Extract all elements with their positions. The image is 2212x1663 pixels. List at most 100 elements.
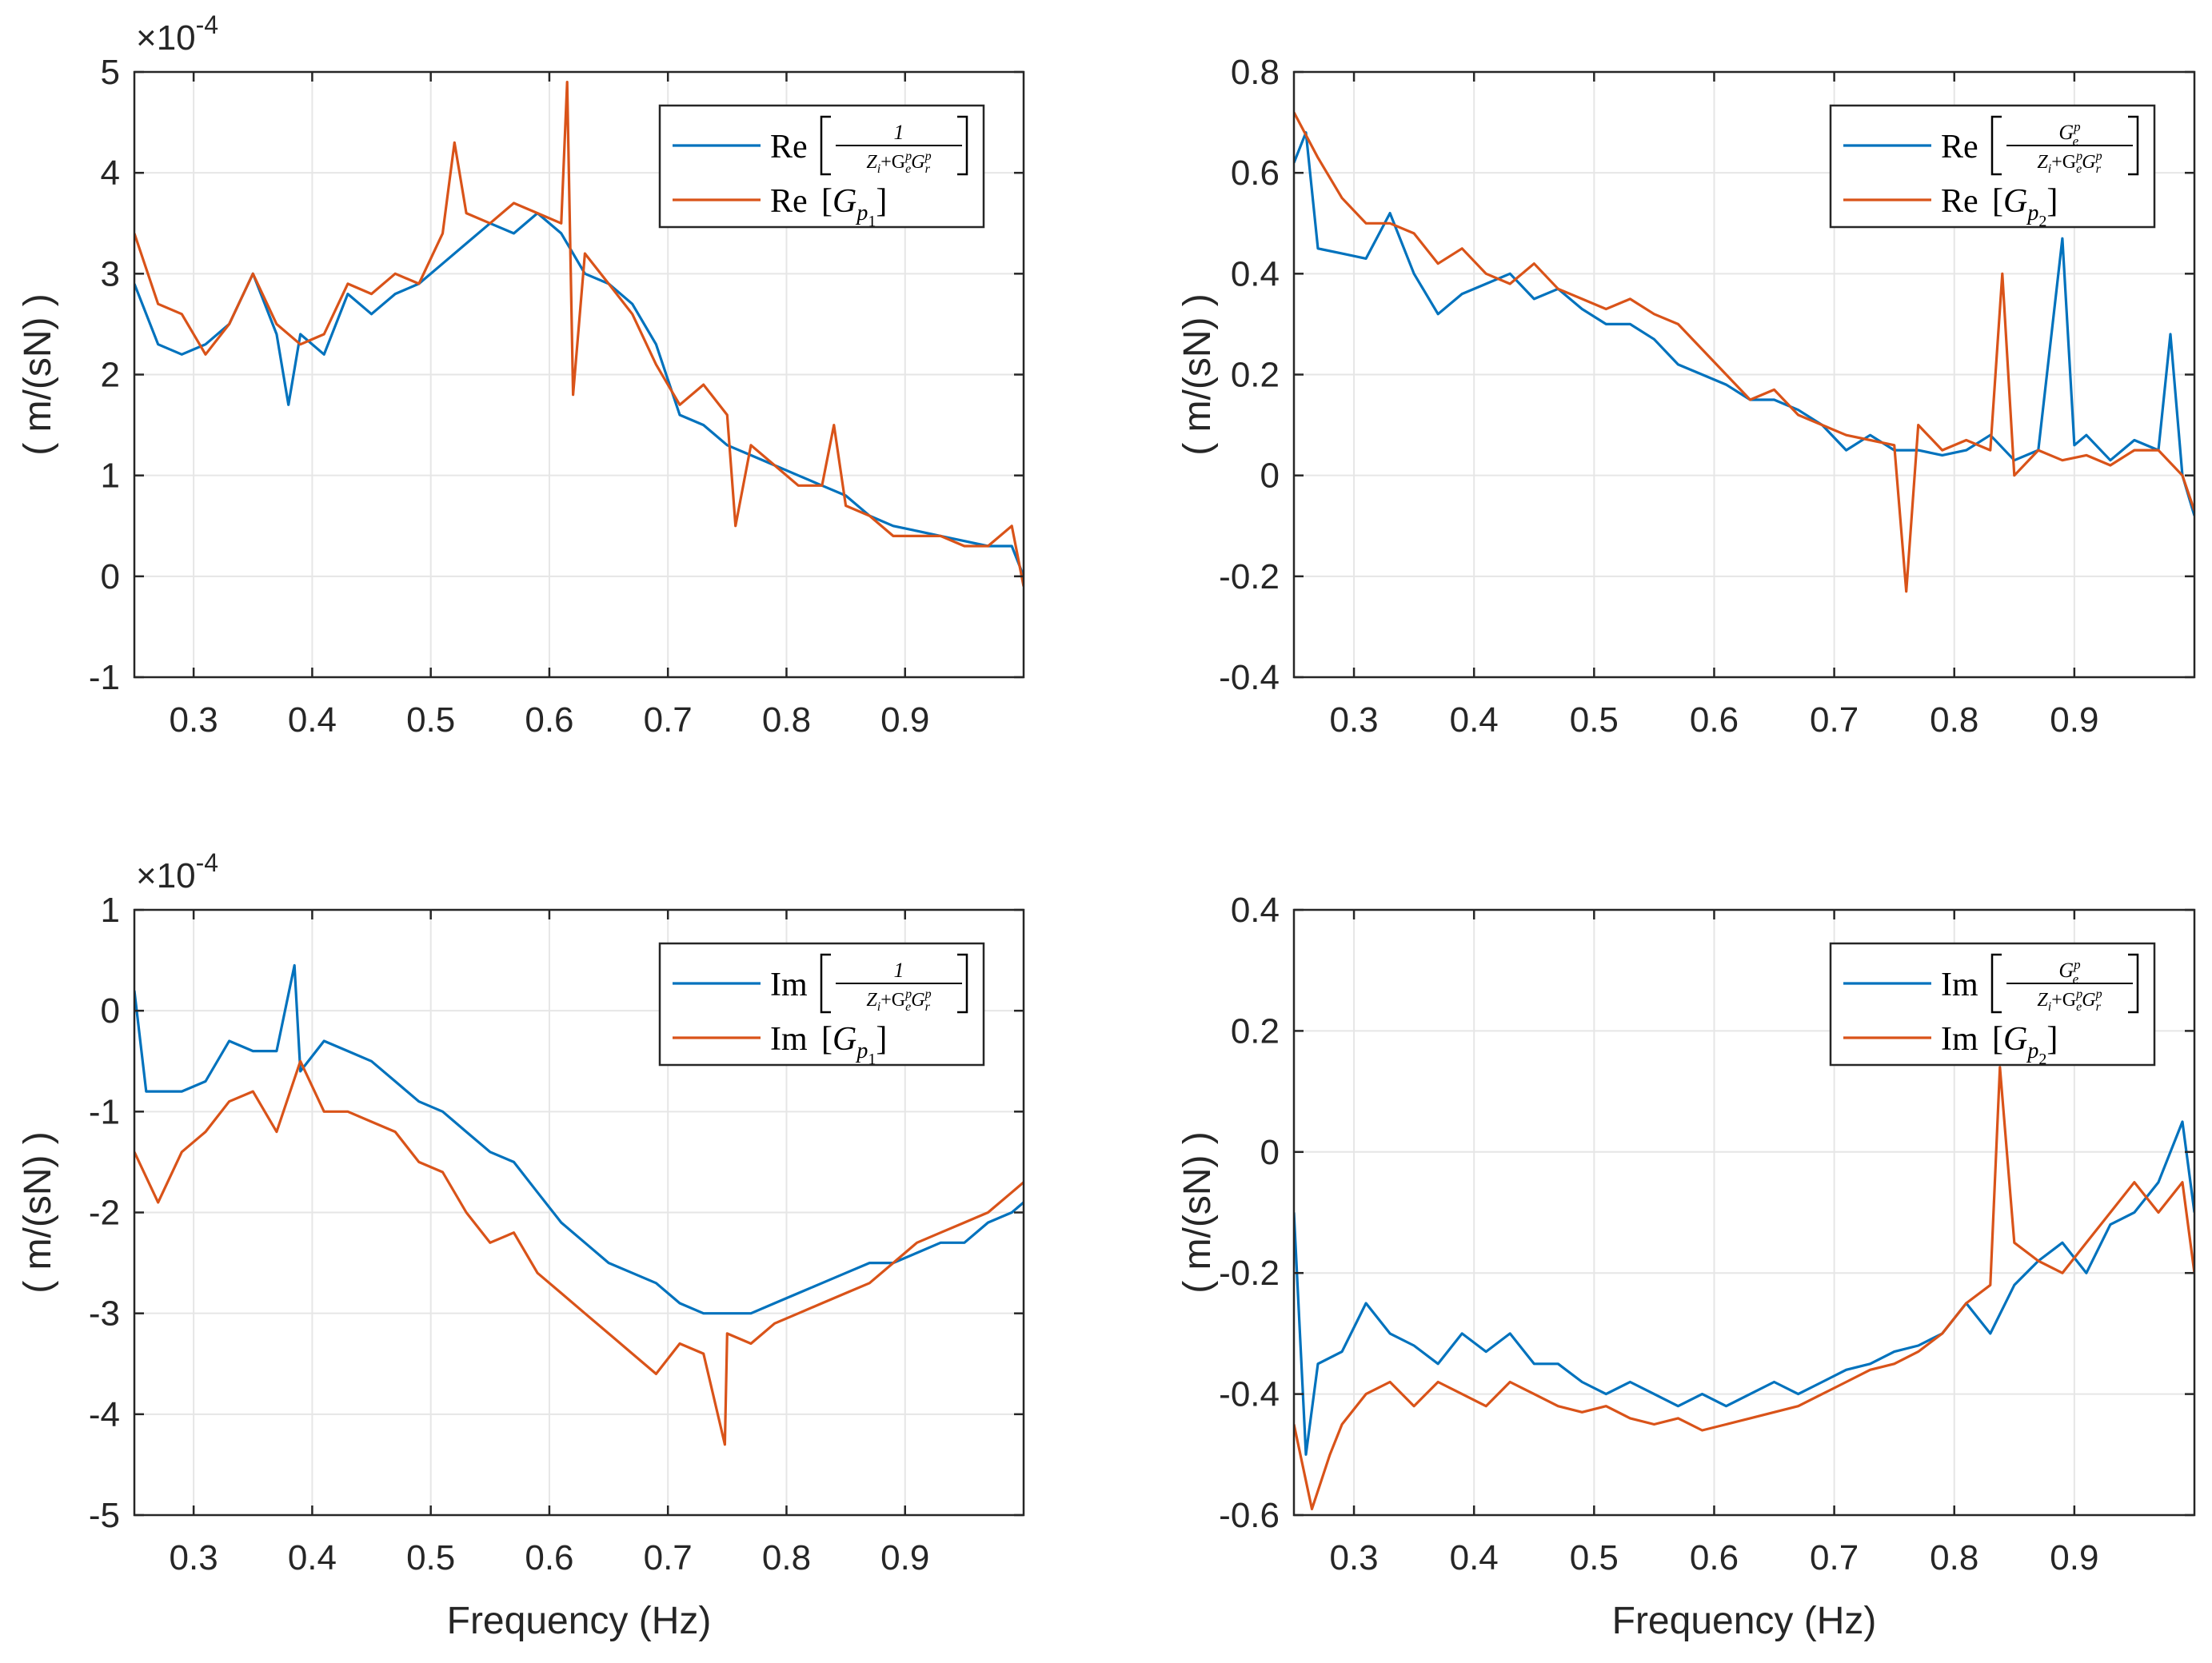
legend-entry: Re [Gp2] xyxy=(1941,183,2058,230)
legend-entry: Im [Gp2] xyxy=(1941,1021,2058,1068)
x-tick-label: 0.3 xyxy=(170,1538,218,1577)
series-line-blue xyxy=(134,963,1024,1315)
legend-numerator: 1 xyxy=(894,121,904,144)
chart-im1: 0.3 0.4 0.5 0.6 0.7 0.8 0.9 -5 -4 -3 -2 -1 0 1 ( m/(sN… xyxy=(17,848,1025,1642)
legend-prefix: Im xyxy=(1941,1021,1978,1058)
legend-bracket-left xyxy=(1990,953,2002,1014)
y-tick-label: 0.6 xyxy=(1231,154,1280,193)
legend-entry: Re [Gp1] xyxy=(770,183,887,230)
series-line-blue xyxy=(134,212,1024,577)
legend-prefix: Re xyxy=(770,129,808,166)
y-tick-label: 0.2 xyxy=(1231,1011,1280,1051)
x-tick-label: 0.9 xyxy=(880,1538,929,1577)
legend-sub: e xyxy=(2073,134,2079,149)
x-tick-label: 0.8 xyxy=(1930,700,1978,740)
x-tick-label: 0.7 xyxy=(1810,1538,1859,1577)
x-tick-label: 0.6 xyxy=(525,700,573,740)
legend-denominator: Zi+Gp eGp r xyxy=(2037,987,2102,1014)
y-tick-label: -2 xyxy=(89,1194,120,1233)
y-tick-label: 0.8 xyxy=(1231,53,1280,92)
legend-sub: e xyxy=(2073,971,2079,987)
legend: Re 1 Zi+Gp eGp r Re [Gp1] xyxy=(658,104,985,230)
legend-prefix: Re xyxy=(1941,129,1978,166)
legend-bracket-left xyxy=(820,953,831,1014)
y-axis-label: ( m/(sN) ) xyxy=(1176,293,1219,456)
axis-exponent: ×10-4 xyxy=(136,10,218,58)
legend-denominator: Zi+Gp eGp r xyxy=(866,987,931,1014)
x-tick-label: 0.6 xyxy=(1690,1538,1739,1577)
legend-bracket-left xyxy=(1990,115,2002,176)
x-tick-label: 0.4 xyxy=(288,700,337,740)
series-line-orange xyxy=(134,1059,1024,1446)
exponent-power: -4 xyxy=(196,848,218,877)
series-line-blue xyxy=(1294,131,2194,516)
legend-denominator: Zi+Gp eGp r xyxy=(866,150,931,176)
y-tick-label: -5 xyxy=(89,1496,120,1535)
series-line-orange xyxy=(1294,111,2194,593)
y-axis-label: ( m/(sN) ) xyxy=(1176,1131,1219,1294)
legend-denominator: Zi+Gp eGp r xyxy=(2037,150,2102,176)
y-tick-label: 0.4 xyxy=(1231,891,1280,930)
legend-bracket-left xyxy=(820,115,831,176)
legend-prefix: Im xyxy=(1941,967,1978,1003)
x-tick-label: 0.7 xyxy=(644,1538,693,1577)
y-tick-label: 5 xyxy=(101,53,120,92)
legend: Re Gp eZi+Gp eGp r Re [Gp2] xyxy=(1829,104,2156,230)
y-tick-label: 4 xyxy=(101,154,120,193)
legend-sup: p xyxy=(2073,119,2081,134)
legend-numerator: 1 xyxy=(894,959,904,982)
x-tick-label: 0.7 xyxy=(1810,700,1859,740)
y-tick-label: -0.4 xyxy=(1219,658,1280,697)
x-tick-label: 0.9 xyxy=(2050,1538,2098,1577)
y-tick-label: 1 xyxy=(101,891,120,930)
exponent-base: ×10 xyxy=(136,18,196,58)
x-tick-label: 0.8 xyxy=(762,1538,811,1577)
x-tick-label: 0.3 xyxy=(170,700,218,740)
y-tick-label: -0.2 xyxy=(1219,557,1280,596)
exponent-base: ×10 xyxy=(136,856,196,895)
y-tick-label: -0.4 xyxy=(1219,1375,1280,1414)
legend-prefix: Re xyxy=(770,183,808,220)
legend-prefix: Im xyxy=(770,967,808,1003)
y-tick-label: -4 xyxy=(89,1395,120,1434)
y-tick-label: -0.6 xyxy=(1219,1496,1280,1535)
x-tick-label: 0.9 xyxy=(2050,700,2098,740)
legend-entry: Re Gp eZi+Gp eGp r xyxy=(1941,115,2139,176)
legend-body: [Gp2] xyxy=(1992,1021,2058,1068)
legend-numerator: Gp e xyxy=(2058,957,2080,987)
x-tick-label: 0.8 xyxy=(1930,1538,1978,1577)
legend-body: [Gp1] xyxy=(821,1021,887,1068)
x-tick-label: 0.5 xyxy=(406,700,455,740)
x-tick-label: 0.5 xyxy=(1570,700,1619,740)
legend-body: [Gp1] xyxy=(821,183,887,230)
y-tick-label: 2 xyxy=(101,356,120,395)
legend-body: [Gp2] xyxy=(1992,183,2058,230)
x-tick-label: 0.4 xyxy=(1450,1538,1499,1577)
axis-exponent: ×10-4 xyxy=(136,848,218,895)
legend-bracket-right xyxy=(957,953,968,1014)
legend-bracket-right xyxy=(2128,115,2139,176)
y-axis-label: ( m/(sN) ) xyxy=(17,293,59,456)
y-tick-label: -0.2 xyxy=(1219,1254,1280,1293)
x-tick-label: 0.3 xyxy=(1329,1538,1378,1577)
x-tick-label: 0.4 xyxy=(1450,700,1499,740)
y-tick-label: 0 xyxy=(1260,457,1280,496)
y-tick-label: 3 xyxy=(101,254,120,293)
series-line-blue xyxy=(1294,1120,2194,1456)
x-tick-label: 0.6 xyxy=(1690,700,1739,740)
chart-im2: 0.3 0.4 0.5 0.6 0.7 0.8 0.9 -0.6 -0.4 -0.2 0 0.2 0.4… xyxy=(1176,891,2196,1642)
x-tick-label: 0.8 xyxy=(762,700,811,740)
y-tick-label: 0.2 xyxy=(1231,356,1280,395)
y-tick-label: -1 xyxy=(89,1092,120,1131)
y-tick-label: 0 xyxy=(101,557,120,596)
y-tick-label: -3 xyxy=(89,1294,120,1334)
x-tick-label: 0.6 xyxy=(525,1538,573,1577)
y-axis-label: ( m/(sN) ) xyxy=(17,1131,59,1294)
legend: Im Gp eZi+Gp eGp r Im [Gp2] xyxy=(1829,942,2156,1068)
x-tick-label: 0.5 xyxy=(1570,1538,1619,1577)
x-axis-label: Frequency (Hz) xyxy=(447,1600,712,1642)
axes-box xyxy=(1292,908,2196,1517)
x-tick-label: 0.4 xyxy=(288,1538,337,1577)
